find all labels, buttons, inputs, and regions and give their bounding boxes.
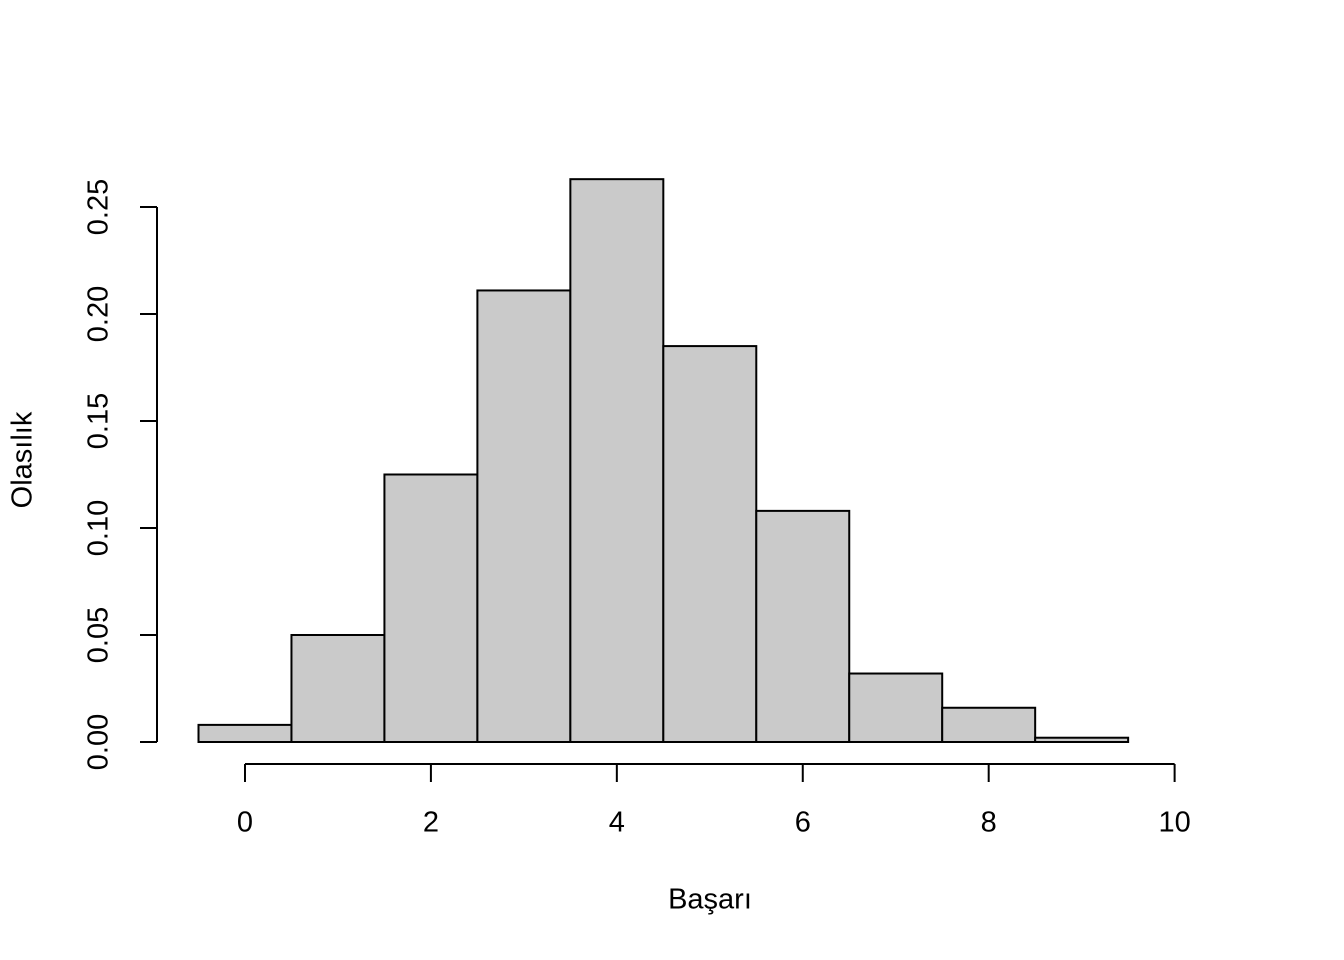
bar — [383, 473, 479, 743]
x-tick-label: 2 — [423, 807, 439, 839]
bar — [662, 345, 758, 743]
y-tick-label: 0.25 — [83, 179, 115, 235]
y-tick-label: 0.15 — [83, 393, 115, 449]
y-tick-label: 0.05 — [83, 607, 115, 663]
y-tick-label: 0.20 — [83, 286, 115, 342]
y-tick-label: 0.00 — [83, 714, 115, 770]
x-tick-label: 4 — [609, 807, 625, 839]
bar — [569, 178, 665, 743]
bar — [848, 672, 944, 744]
bar — [1034, 736, 1130, 743]
x-tick-label: 0 — [237, 807, 253, 839]
bar — [476, 289, 572, 743]
bar — [197, 723, 293, 743]
bar — [290, 633, 386, 743]
x-tick-label: 6 — [795, 807, 811, 839]
x-tick-label: 8 — [981, 807, 997, 839]
x-tick-label: 10 — [1158, 807, 1190, 839]
x-axis-label: Başarı — [668, 884, 752, 916]
bar — [941, 706, 1037, 743]
y-tick-label: 0.10 — [83, 500, 115, 556]
y-axis-label: Olasılık — [7, 411, 39, 508]
bar — [755, 509, 851, 743]
